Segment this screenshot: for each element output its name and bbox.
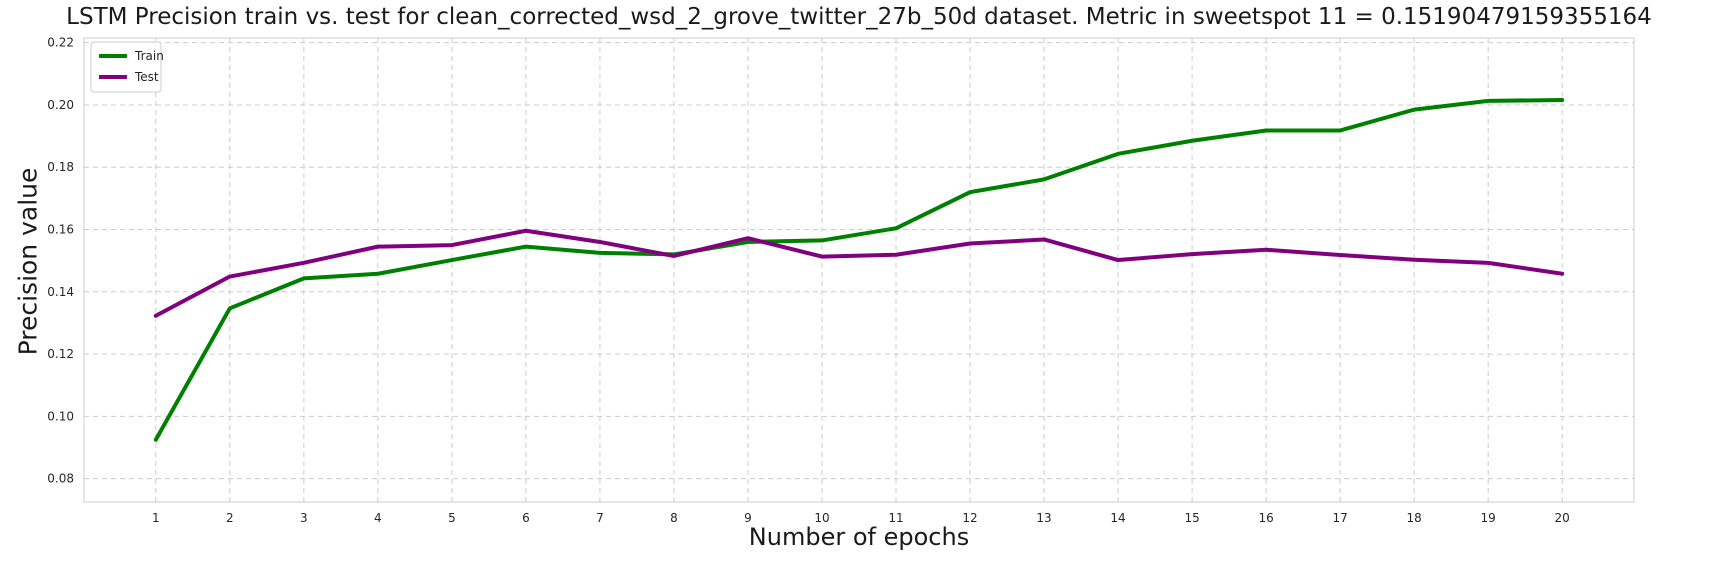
plot-frame: [83, 37, 1635, 503]
x-tick-label: 12: [962, 511, 977, 525]
x-axis-label: Number of epochs: [748, 523, 970, 551]
x-tick-label: 16: [1258, 511, 1273, 525]
x-tick-label: 9: [744, 511, 752, 525]
chart-title: LSTM Precision train vs. test for clean_…: [66, 4, 1652, 30]
x-tick-label: 2: [226, 511, 234, 525]
y-tick-label: 0.20: [47, 98, 74, 112]
legend-label: Train: [134, 49, 164, 63]
y-tick-label: 0.10: [47, 409, 74, 423]
x-tick-label: 5: [448, 511, 456, 525]
x-tick-label: 10: [814, 511, 829, 525]
y-tick-label: 0.08: [47, 472, 74, 486]
y-tick-label: 0.18: [47, 160, 74, 174]
legend-label: Test: [134, 70, 159, 84]
x-tick-label: 20: [1555, 511, 1570, 525]
y-tick-label: 0.14: [47, 285, 74, 299]
x-tick-label: 3: [300, 511, 308, 525]
x-tick-label: 13: [1036, 511, 1051, 525]
x-tick-label: 19: [1481, 511, 1496, 525]
plot-background: [84, 38, 1634, 502]
x-tick-label: 14: [1110, 511, 1125, 525]
y-tick-label: 0.12: [47, 347, 74, 361]
x-tick-label: 17: [1332, 511, 1347, 525]
x-tick-label: 7: [596, 511, 604, 525]
x-tick-label: 4: [374, 511, 382, 525]
y-tick-label: 0.16: [47, 223, 74, 237]
x-tick-label: 6: [522, 511, 530, 525]
series-line-test: [153, 228, 1565, 318]
x-tick-label: 8: [670, 511, 678, 525]
y-tick-label: 0.22: [47, 36, 74, 50]
x-tick-label: 15: [1184, 511, 1199, 525]
x-tick-label: 11: [888, 511, 903, 525]
series-line-train: [153, 97, 1565, 442]
x-tick-label: 18: [1407, 511, 1422, 525]
x-tick-label: 1: [152, 511, 160, 525]
